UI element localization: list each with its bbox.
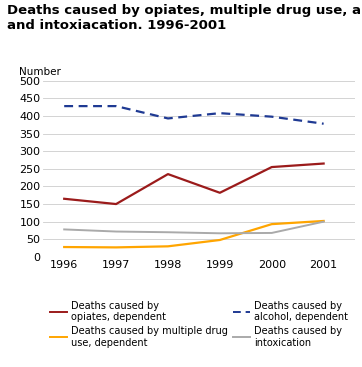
Legend: Deaths caused by
opiates, dependent, Deaths caused by multiple drug
use, depende: Deaths caused by opiates, dependent, Dea… [50,301,348,348]
Text: Number: Number [18,67,60,77]
Text: Deaths caused by opiates, multiple drug use, alcohol
and intoxiacation. 1996-200: Deaths caused by opiates, multiple drug … [7,4,362,32]
